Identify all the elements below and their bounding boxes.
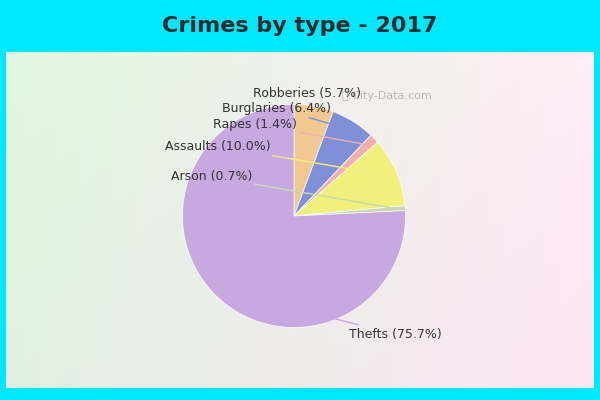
Text: Arson (0.7%): Arson (0.7%) [170, 170, 397, 209]
Wedge shape [294, 206, 406, 216]
Text: Crimes by type - 2017: Crimes by type - 2017 [162, 16, 438, 36]
Wedge shape [294, 135, 378, 216]
Wedge shape [294, 112, 371, 216]
Text: Burglaries (6.4%): Burglaries (6.4%) [223, 102, 349, 129]
Wedge shape [182, 104, 406, 328]
Text: Assaults (10.0%): Assaults (10.0%) [165, 140, 388, 175]
Text: Robberies (5.7%): Robberies (5.7%) [253, 88, 361, 115]
Text: Thefts (75.7%): Thefts (75.7%) [223, 290, 442, 340]
Wedge shape [294, 142, 405, 216]
Text: Rapes (1.4%): Rapes (1.4%) [213, 118, 368, 145]
Wedge shape [294, 104, 333, 216]
Text: ⓘ City-Data.com: ⓘ City-Data.com [342, 91, 432, 101]
